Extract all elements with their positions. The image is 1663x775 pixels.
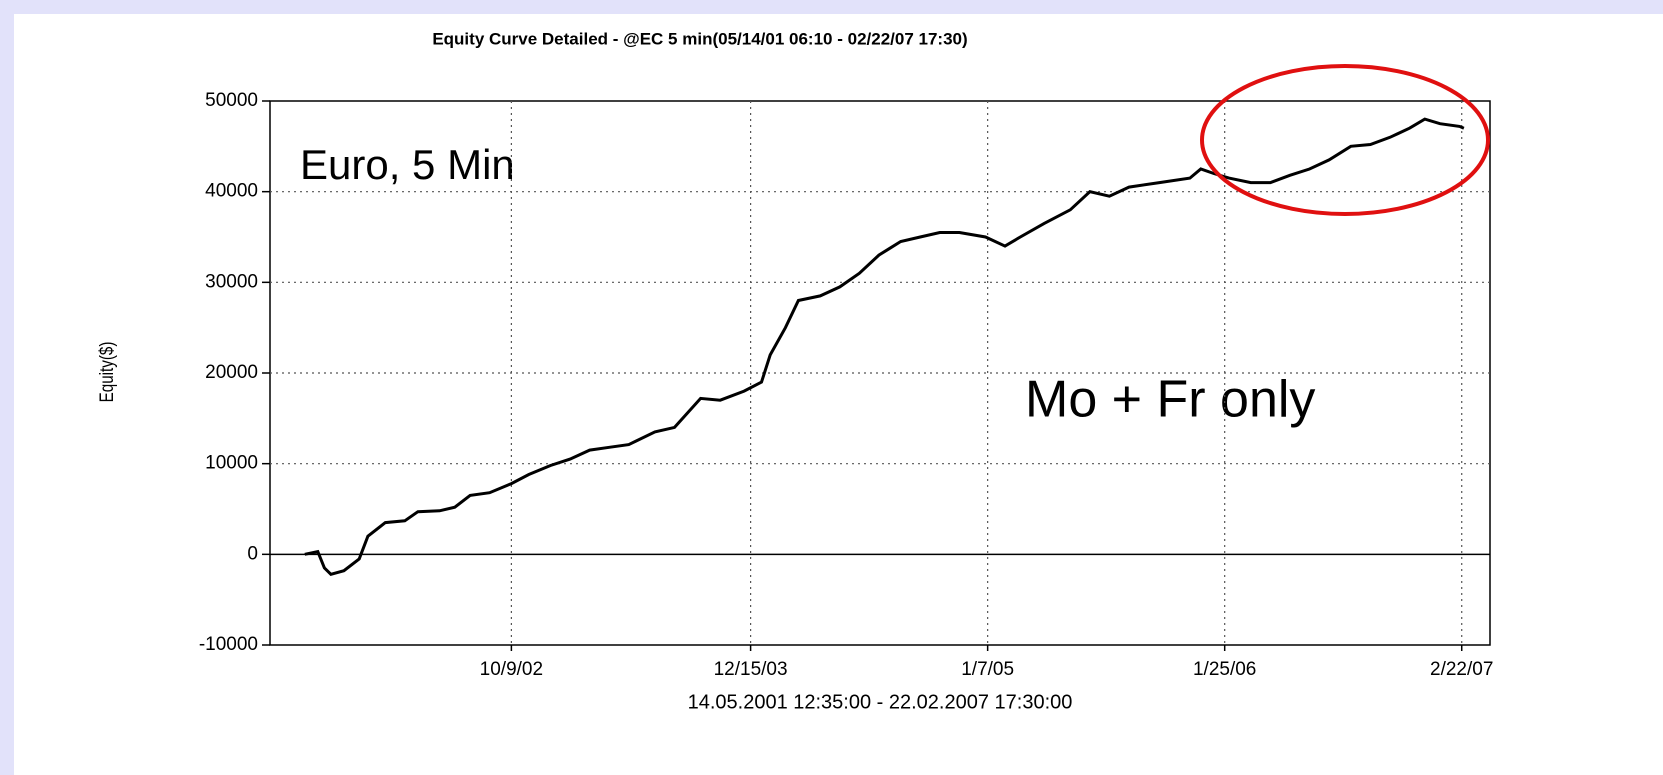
x-tick-label: 10/9/02 [480, 659, 543, 680]
chart-title: Equity Curve Detailed - @EC 5 min(05/14/… [432, 29, 967, 48]
x-tick-label: 2/22/07 [1430, 659, 1493, 680]
x-axis-label: 14.05.2001 12:35:00 - 22.02.2007 17:30:0… [688, 691, 1073, 713]
y-tick-label: 50000 [205, 90, 258, 111]
y-tick-label: 40000 [205, 181, 258, 202]
x-tick-label: 1/7/05 [961, 659, 1014, 680]
highlight-ellipse [1200, 64, 1490, 216]
y-tick-label: -10000 [199, 634, 258, 655]
y-tick-label: 10000 [205, 453, 258, 474]
x-tick-label: 1/25/06 [1193, 659, 1256, 680]
equity-line [304, 117, 1465, 576]
y-tick-label: 0 [247, 543, 258, 564]
annotation: Mo + Fr only [1025, 371, 1315, 429]
x-tick-label: 12/15/03 [714, 659, 788, 680]
y-tick-label: 20000 [205, 362, 258, 383]
y-tick-label: 30000 [205, 271, 258, 292]
annotation: Euro, 5 Min [300, 141, 515, 188]
y-axis-label: Equity($) [95, 342, 117, 403]
panel [14, 14, 1663, 775]
